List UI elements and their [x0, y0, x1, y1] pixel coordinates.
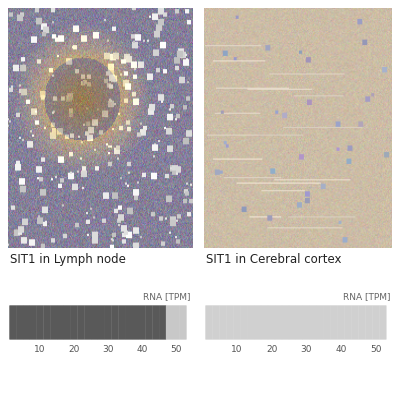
- Text: 20: 20: [266, 345, 277, 354]
- FancyBboxPatch shape: [105, 305, 112, 340]
- FancyBboxPatch shape: [330, 305, 338, 340]
- FancyBboxPatch shape: [98, 305, 105, 340]
- FancyBboxPatch shape: [254, 305, 261, 340]
- Text: 40: 40: [136, 345, 148, 354]
- FancyBboxPatch shape: [43, 305, 50, 340]
- FancyBboxPatch shape: [152, 305, 160, 340]
- FancyBboxPatch shape: [180, 305, 187, 340]
- Text: RNA [TPM]: RNA [TPM]: [343, 292, 390, 301]
- Text: 50: 50: [370, 345, 382, 354]
- FancyBboxPatch shape: [303, 305, 310, 340]
- FancyBboxPatch shape: [289, 305, 296, 340]
- FancyBboxPatch shape: [324, 305, 331, 340]
- FancyBboxPatch shape: [344, 305, 352, 340]
- FancyBboxPatch shape: [240, 305, 248, 340]
- FancyBboxPatch shape: [282, 305, 289, 340]
- FancyBboxPatch shape: [9, 305, 16, 340]
- Text: RNA [TPM]: RNA [TPM]: [143, 292, 190, 301]
- Text: 50: 50: [170, 345, 182, 354]
- FancyBboxPatch shape: [36, 305, 44, 340]
- FancyBboxPatch shape: [226, 305, 234, 340]
- FancyBboxPatch shape: [146, 305, 153, 340]
- FancyBboxPatch shape: [112, 305, 118, 340]
- FancyBboxPatch shape: [70, 305, 78, 340]
- FancyBboxPatch shape: [358, 305, 366, 340]
- FancyBboxPatch shape: [379, 305, 386, 340]
- FancyBboxPatch shape: [205, 305, 213, 340]
- Text: 30: 30: [301, 345, 312, 354]
- Text: 10: 10: [231, 345, 242, 354]
- Text: 40: 40: [336, 345, 347, 354]
- FancyBboxPatch shape: [16, 305, 23, 340]
- Text: 10: 10: [34, 345, 46, 354]
- FancyBboxPatch shape: [212, 305, 220, 340]
- FancyBboxPatch shape: [261, 305, 268, 340]
- FancyBboxPatch shape: [50, 305, 57, 340]
- FancyBboxPatch shape: [233, 305, 240, 340]
- FancyBboxPatch shape: [275, 305, 282, 340]
- FancyBboxPatch shape: [166, 305, 173, 340]
- FancyBboxPatch shape: [338, 305, 345, 340]
- FancyBboxPatch shape: [64, 305, 71, 340]
- FancyBboxPatch shape: [365, 305, 373, 340]
- FancyBboxPatch shape: [173, 305, 180, 340]
- FancyBboxPatch shape: [91, 305, 98, 340]
- FancyBboxPatch shape: [132, 305, 139, 340]
- FancyBboxPatch shape: [351, 305, 359, 340]
- FancyBboxPatch shape: [118, 305, 125, 340]
- FancyBboxPatch shape: [23, 305, 30, 340]
- Text: 30: 30: [102, 345, 114, 354]
- FancyBboxPatch shape: [219, 305, 226, 340]
- FancyBboxPatch shape: [125, 305, 132, 340]
- Text: SIT1 in Cerebral cortex: SIT1 in Cerebral cortex: [206, 252, 341, 266]
- FancyBboxPatch shape: [139, 305, 146, 340]
- FancyBboxPatch shape: [310, 305, 317, 340]
- FancyBboxPatch shape: [372, 305, 380, 340]
- FancyBboxPatch shape: [268, 305, 275, 340]
- FancyBboxPatch shape: [317, 305, 324, 340]
- FancyBboxPatch shape: [296, 305, 303, 340]
- Text: 20: 20: [68, 345, 80, 354]
- FancyBboxPatch shape: [247, 305, 254, 340]
- FancyBboxPatch shape: [57, 305, 64, 340]
- FancyBboxPatch shape: [159, 305, 166, 340]
- FancyBboxPatch shape: [77, 305, 84, 340]
- Text: SIT1 in Lymph node: SIT1 in Lymph node: [10, 252, 126, 266]
- FancyBboxPatch shape: [30, 305, 37, 340]
- FancyBboxPatch shape: [84, 305, 91, 340]
